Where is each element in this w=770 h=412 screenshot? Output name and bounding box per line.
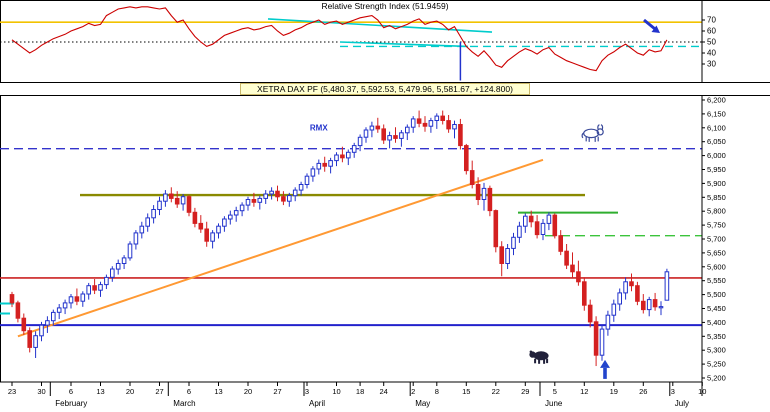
svg-text:5: 5 xyxy=(553,387,557,396)
svg-text:29: 29 xyxy=(521,387,529,396)
svg-text:RMX: RMX xyxy=(310,124,328,133)
svg-text:5,300: 5,300 xyxy=(707,346,726,355)
price-chart-canvas[interactable]: RMX 6,200 6,150 6,100 6,050 6,000 5,950 5,900 5,… xyxy=(0,96,770,412)
svg-text:February: February xyxy=(55,399,87,408)
svg-text:20: 20 xyxy=(244,387,252,396)
svg-text:30: 30 xyxy=(707,60,716,69)
svg-text:3: 3 xyxy=(671,387,675,396)
price-panel: RMX 6,200 6,150 6,100 6,050 6,000 5,950 5,900 5,… xyxy=(0,96,770,412)
svg-text:6,200: 6,200 xyxy=(707,96,726,105)
svg-text:March: March xyxy=(173,399,195,408)
svg-text:13: 13 xyxy=(96,387,104,396)
rsi-line xyxy=(11,6,668,72)
up-arrow-icon xyxy=(600,359,610,379)
svg-text:50: 50 xyxy=(707,38,716,47)
svg-text:20: 20 xyxy=(126,387,134,396)
svg-text:10: 10 xyxy=(332,387,340,396)
svg-text:30: 30 xyxy=(37,387,45,396)
svg-text:10: 10 xyxy=(698,387,706,396)
svg-text:5,800: 5,800 xyxy=(707,207,726,216)
svg-text:26: 26 xyxy=(639,387,647,396)
rsi-panel-title: Relative Strength Index (51.9459) xyxy=(316,1,454,11)
instrument-quote-title: XETRA DAX PF (5,480.37, 5,592.53, 5,479.… xyxy=(240,83,530,95)
svg-text:5,200: 5,200 xyxy=(707,374,726,383)
svg-text:5,650: 5,650 xyxy=(707,248,726,257)
svg-text:6,100: 6,100 xyxy=(707,123,726,132)
candlesticks xyxy=(9,110,670,367)
svg-text:6: 6 xyxy=(187,387,191,396)
svg-text:5,350: 5,350 xyxy=(707,332,726,341)
svg-text:5,750: 5,750 xyxy=(707,221,726,230)
rsi-arrow-icon xyxy=(643,18,660,33)
svg-text:12: 12 xyxy=(580,387,588,396)
svg-text:23: 23 xyxy=(8,387,16,396)
rsi-chart-canvas[interactable]: 70 60 50 40 30 xyxy=(0,0,770,82)
svg-text:8: 8 xyxy=(435,387,439,396)
instrument-title-bar: XETRA DAX PF (5,480.37, 5,592.53, 5,479.… xyxy=(0,82,770,96)
svg-text:6,000: 6,000 xyxy=(707,151,726,160)
svg-text:15: 15 xyxy=(462,387,470,396)
svg-text:5,600: 5,600 xyxy=(707,262,726,271)
rsi-panel: Relative Strength Index (51.9459) 70 60 50… xyxy=(0,0,770,82)
svg-text:24: 24 xyxy=(380,387,388,396)
bull-icon xyxy=(581,124,604,142)
svg-text:19: 19 xyxy=(610,387,618,396)
svg-text:5,400: 5,400 xyxy=(707,318,726,327)
svg-text:5,500: 5,500 xyxy=(707,290,726,299)
svg-text:2: 2 xyxy=(411,387,415,396)
svg-text:22: 22 xyxy=(492,387,500,396)
svg-text:40: 40 xyxy=(707,49,716,58)
svg-text:5,850: 5,850 xyxy=(707,193,726,202)
svg-text:60: 60 xyxy=(707,27,716,36)
svg-text:13: 13 xyxy=(214,387,222,396)
svg-text:6: 6 xyxy=(69,387,73,396)
svg-text:27: 27 xyxy=(273,387,281,396)
svg-text:18: 18 xyxy=(356,387,364,396)
svg-text:5,900: 5,900 xyxy=(707,179,726,188)
bear-icon xyxy=(529,350,549,364)
svg-text:May: May xyxy=(415,399,430,408)
svg-text:June: June xyxy=(545,399,563,408)
svg-text:April: April xyxy=(309,399,325,408)
svg-text:5,700: 5,700 xyxy=(707,235,726,244)
svg-text:5,550: 5,550 xyxy=(707,276,726,285)
svg-text:3: 3 xyxy=(305,387,309,396)
svg-text:6,150: 6,150 xyxy=(707,109,726,118)
svg-text:70: 70 xyxy=(707,16,716,25)
svg-text:July: July xyxy=(675,399,689,408)
svg-text:5,250: 5,250 xyxy=(707,360,726,369)
svg-text:6,050: 6,050 xyxy=(707,137,726,146)
svg-text:5,450: 5,450 xyxy=(707,304,726,313)
svg-text:5,950: 5,950 xyxy=(707,165,726,174)
svg-text:27: 27 xyxy=(155,387,163,396)
